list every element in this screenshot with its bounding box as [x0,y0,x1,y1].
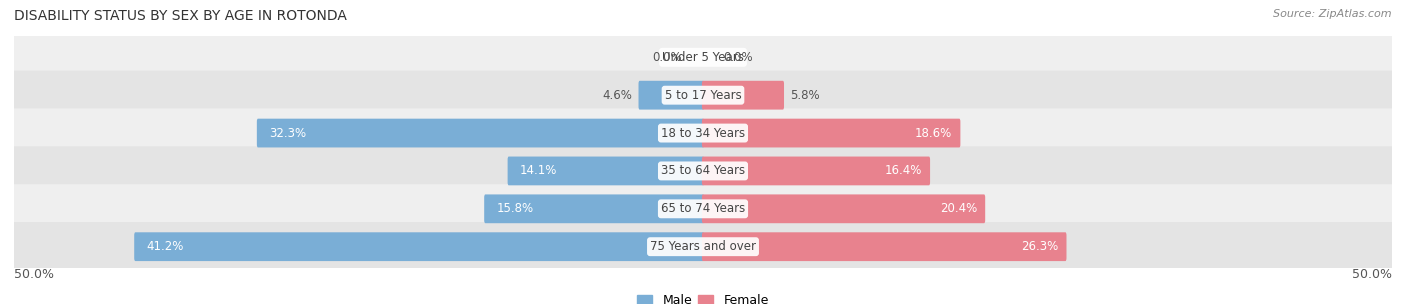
Text: 0.0%: 0.0% [652,51,682,64]
Text: 50.0%: 50.0% [1353,268,1392,281]
FancyBboxPatch shape [484,195,704,223]
FancyBboxPatch shape [638,81,704,109]
Text: Under 5 Years: Under 5 Years [662,51,744,64]
Text: 18 to 34 Years: 18 to 34 Years [661,126,745,140]
FancyBboxPatch shape [257,119,704,147]
Text: 50.0%: 50.0% [14,268,53,281]
Text: 5.8%: 5.8% [790,89,820,102]
FancyBboxPatch shape [13,33,1393,82]
FancyBboxPatch shape [134,232,704,261]
Text: 65 to 74 Years: 65 to 74 Years [661,202,745,215]
FancyBboxPatch shape [702,232,1067,261]
Text: 35 to 64 Years: 35 to 64 Years [661,164,745,178]
FancyBboxPatch shape [702,81,785,109]
Text: 0.0%: 0.0% [724,51,754,64]
Text: Source: ZipAtlas.com: Source: ZipAtlas.com [1274,9,1392,19]
Text: 5 to 17 Years: 5 to 17 Years [665,89,741,102]
Legend: Male, Female: Male, Female [633,289,773,304]
FancyBboxPatch shape [13,71,1393,120]
Text: 15.8%: 15.8% [496,202,533,215]
Text: 41.2%: 41.2% [146,240,184,253]
FancyBboxPatch shape [13,184,1393,233]
Text: 4.6%: 4.6% [603,89,633,102]
Text: 14.1%: 14.1% [520,164,557,178]
Text: 16.4%: 16.4% [884,164,922,178]
Text: 18.6%: 18.6% [915,126,952,140]
FancyBboxPatch shape [13,222,1393,271]
FancyBboxPatch shape [13,109,1393,158]
FancyBboxPatch shape [702,157,931,185]
FancyBboxPatch shape [702,119,960,147]
Text: DISABILITY STATUS BY SEX BY AGE IN ROTONDA: DISABILITY STATUS BY SEX BY AGE IN ROTON… [14,9,347,23]
Text: 32.3%: 32.3% [269,126,307,140]
FancyBboxPatch shape [13,146,1393,195]
FancyBboxPatch shape [508,157,704,185]
Text: 75 Years and over: 75 Years and over [650,240,756,253]
FancyBboxPatch shape [702,195,986,223]
Text: 20.4%: 20.4% [941,202,977,215]
Text: 26.3%: 26.3% [1021,240,1059,253]
